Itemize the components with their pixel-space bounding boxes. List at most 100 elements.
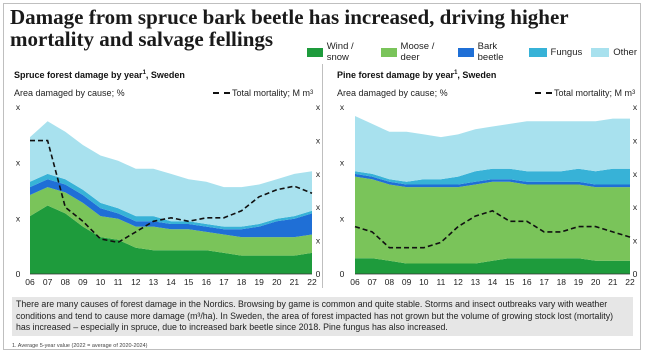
legend: Wind / snow Moose / deer Bark beetle Fun… xyxy=(307,41,646,63)
title-line-2: mortality and salvage fellings xyxy=(10,27,274,51)
pine-x-tick-label: 16 xyxy=(522,277,532,287)
spruce-y-tick-label-right: x xyxy=(316,135,321,145)
pine-area-fungus xyxy=(355,168,630,185)
pine-x-tick-label: 14 xyxy=(488,277,498,287)
pine-x-tick-label: 10 xyxy=(419,277,429,287)
spruce-x-tick-label: 18 xyxy=(237,277,247,287)
pine-area-other xyxy=(355,116,630,182)
spruce-panel-title: Spruce forest damage by year1, Sweden xyxy=(14,70,185,80)
pine-x-tick-label: 09 xyxy=(402,277,412,287)
pine-y-tick-label-left: x xyxy=(340,158,345,168)
panel-divider xyxy=(322,64,323,288)
pine-x-tick-label: 18 xyxy=(557,277,567,287)
pine-subtitle: Area damaged by cause; % xyxy=(337,88,448,98)
card-frame xyxy=(3,3,641,350)
mortality-dash-icon xyxy=(535,92,552,94)
pine-y-tick-label-right: x xyxy=(633,102,638,112)
legend-item-bark-beetle: Bark beetle xyxy=(457,41,520,63)
spruce-x-tick-label: 19 xyxy=(254,277,264,287)
spruce-subtitle: Area damaged by cause; % xyxy=(14,88,125,98)
pine-x-tick-label: 15 xyxy=(505,277,515,287)
pine-title-sup: 1 xyxy=(454,70,458,76)
pine-title-suffix: , Sweden xyxy=(457,70,497,80)
legend-label-bark-beetle: Bark beetle xyxy=(477,41,504,63)
spruce-x-tick-label: 07 xyxy=(43,277,53,287)
legend-label-fungus: Fungus xyxy=(550,46,583,58)
spruce-x-tick-label: 20 xyxy=(272,277,282,287)
pine-x-tick-label: 21 xyxy=(608,277,618,287)
pine-x-tick-label: 11 xyxy=(436,277,445,287)
pine-mortality-sup: 3 xyxy=(632,90,636,96)
spruce-y-tick-label-right: x xyxy=(316,202,321,212)
spruce-x-tick-label: 15 xyxy=(184,277,194,287)
legend-swatch-fungus xyxy=(528,47,547,57)
spruce-y-tick-label-right: x xyxy=(316,102,321,112)
legend-item-fungus: Fungus xyxy=(528,46,583,58)
spruce-y-tick-label-right: x xyxy=(316,169,321,179)
pine-panel-title: Pine forest damage by year1, Sweden xyxy=(337,70,496,80)
spruce-x-tick-label: 14 xyxy=(166,277,176,287)
spruce-title-sup: 1 xyxy=(142,70,146,76)
legend-item-wind: Wind / snow xyxy=(307,41,372,63)
spruce-x-tick-label: 09 xyxy=(78,277,88,287)
spruce-x-tick-label: 22 xyxy=(307,277,317,287)
spruce-y-tick-label-left: x xyxy=(16,102,21,112)
spruce-area-other xyxy=(30,121,312,227)
page-title: Damage from spruce bark beetle has incre… xyxy=(10,6,610,50)
pine-x-tick-label: 17 xyxy=(539,277,549,287)
spruce-x-tick-label: 17 xyxy=(219,277,229,287)
legend-item-moose: Moose / deer xyxy=(380,41,449,63)
legend-swatch-wind xyxy=(307,47,323,57)
pine-mortality-line xyxy=(354,209,631,249)
pine-x-tick-label: 13 xyxy=(471,277,481,287)
spruce-x-tick-label: 13 xyxy=(149,277,159,287)
pine-x-tick-label: 07 xyxy=(367,277,377,287)
pine-x-tick-label: 12 xyxy=(453,277,463,287)
pine-area-wind-snow xyxy=(355,258,630,274)
pine-area-bark-beetle xyxy=(355,173,630,188)
spruce-y-tick-label-right: 0 xyxy=(316,269,321,279)
title-line-1: Damage from spruce bark beetle has incre… xyxy=(10,5,569,29)
pine-y-tick-label-right: 0 xyxy=(633,269,638,279)
pine-x-tick-label: 22 xyxy=(625,277,635,287)
pine-mortality-label: Total mortality; M m xyxy=(554,88,633,98)
spruce-area-wind-snow xyxy=(30,205,312,274)
pine-x-tick-label: 20 xyxy=(591,277,601,287)
pine-title-text: Pine forest damage by year xyxy=(337,70,455,80)
spruce-area-moose-deer xyxy=(30,187,312,256)
explanatory-note: There are many causes of forest damage i… xyxy=(12,297,633,336)
spruce-x-tick-label: 11 xyxy=(114,277,123,287)
pine-y-tick-label-right: x xyxy=(633,135,638,145)
legend-label-moose: Moose / deer xyxy=(400,41,435,63)
legend-swatch-moose xyxy=(380,47,397,57)
mortality-dash-icon xyxy=(213,92,230,94)
spruce-x-tick-label: 16 xyxy=(202,277,212,287)
spruce-y-tick-label-right: x xyxy=(316,236,321,246)
spruce-y-tick-label-left: x xyxy=(16,213,21,223)
legend-label-other: Other xyxy=(613,46,637,58)
spruce-x-tick-label: 12 xyxy=(131,277,141,287)
pine-y-tick-label-right: x xyxy=(633,236,638,246)
pine-y-tick-label-left: x xyxy=(340,213,345,223)
spruce-y-tick-label-left: 0 xyxy=(16,269,21,279)
legend-swatch-bark-beetle xyxy=(457,47,474,57)
pine-x-tick-label: 19 xyxy=(574,277,584,287)
spruce-x-tick-label: 21 xyxy=(290,277,300,287)
pine-x-tick-label: 08 xyxy=(385,277,395,287)
legend-item-other: Other xyxy=(591,47,637,58)
spruce-x-tick-label: 10 xyxy=(96,277,106,287)
legend-label-wind: Wind / snow xyxy=(326,41,354,63)
spruce-title-suffix: , Sweden xyxy=(145,70,185,80)
pine-y-tick-label-left: 0 xyxy=(340,269,345,279)
spruce-mortality-line xyxy=(30,139,313,244)
legend-swatch-other xyxy=(591,47,610,57)
spruce-mortality-label: Total mortality; M m xyxy=(232,88,311,98)
pine-x-tick-label: 06 xyxy=(350,277,360,287)
spruce-title-text: Spruce forest damage by year xyxy=(14,70,143,80)
pine-y-tick-label-right: x xyxy=(633,169,638,179)
spruce-x-tick-label: 06 xyxy=(25,277,35,287)
pine-y-tick-label-left: x xyxy=(340,102,345,112)
